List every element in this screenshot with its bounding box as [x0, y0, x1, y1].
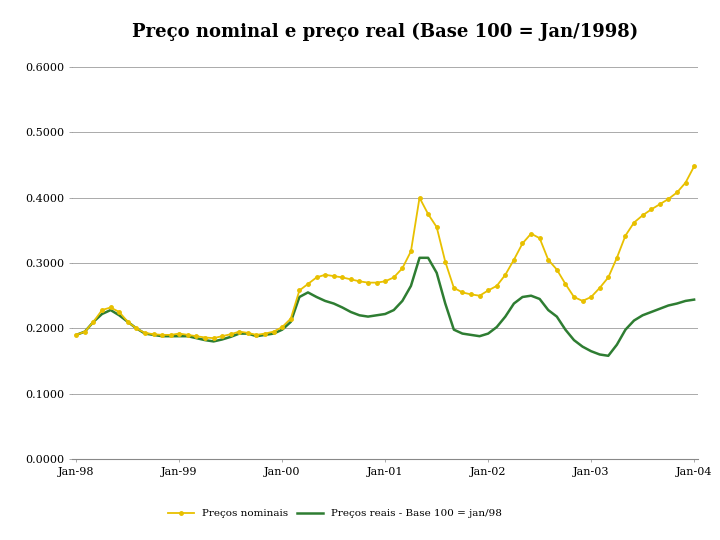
Preços reais - Base 100 = jan/98 [278, 326, 287, 333]
Preços reais - Base 100 = jan/98 [647, 309, 655, 315]
Preços nominais [210, 335, 218, 341]
Preços reais - Base 100 = jan/98 [72, 332, 81, 338]
Preços nominais [287, 315, 295, 322]
Line: Preços nominais: Preços nominais [75, 165, 696, 340]
Preços nominais [595, 285, 604, 291]
Preços nominais [72, 332, 81, 338]
Preços nominais [613, 254, 621, 261]
Preços nominais [639, 212, 647, 219]
Title: Preço nominal e preço real (Base 100 = Jan/1998): Preço nominal e preço real (Base 100 = J… [132, 23, 639, 42]
Preços reais - Base 100 = jan/98 [690, 296, 698, 303]
Legend: Preços nominais, Preços reais - Base 100 = jan/98: Preços nominais, Preços reais - Base 100… [164, 505, 506, 523]
Line: Preços reais - Base 100 = jan/98: Preços reais - Base 100 = jan/98 [76, 258, 694, 356]
Preços reais - Base 100 = jan/98 [381, 310, 390, 317]
Preços reais - Base 100 = jan/98 [415, 254, 424, 261]
Preços nominais [390, 274, 398, 281]
Preços reais - Base 100 = jan/98 [210, 338, 218, 345]
Preços reais - Base 100 = jan/98 [604, 353, 613, 359]
Preços reais - Base 100 = jan/98 [621, 326, 630, 333]
Preços nominais [218, 333, 227, 340]
Preços nominais [690, 163, 698, 170]
Preços reais - Base 100 = jan/98 [595, 351, 604, 357]
